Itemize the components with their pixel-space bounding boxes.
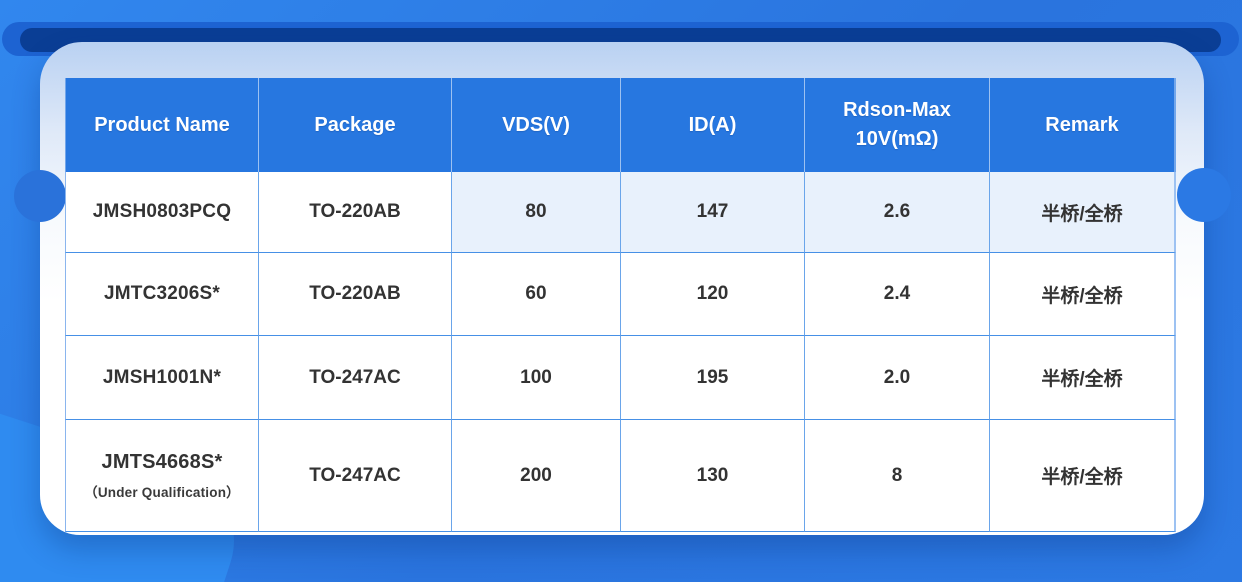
cell-id: 147	[621, 172, 805, 253]
cell-package: TO-220AB	[259, 253, 452, 336]
table-header-row: Product Name Package VDS(V) ID(A) Rdson-…	[65, 78, 1176, 172]
cell-remark: 半桥/全桥	[990, 172, 1176, 253]
cell-vds: 100	[452, 336, 621, 420]
table-row: JMTS4668S* （Under Qualification） TO-247A…	[65, 420, 1176, 532]
header-vds: VDS(V)	[452, 78, 621, 172]
product-name-text: JMTS4668S*	[101, 450, 223, 473]
cell-id: 120	[621, 253, 805, 336]
cell-remark: 半桥/全桥	[990, 336, 1176, 420]
cell-package: TO-247AC	[259, 420, 452, 532]
cell-package: TO-220AB	[259, 172, 452, 253]
product-spec-table: Product Name Package VDS(V) ID(A) Rdson-…	[65, 78, 1176, 532]
cell-vds: 200	[452, 420, 621, 532]
cell-product-name: JMTS4668S* （Under Qualification）	[65, 420, 259, 532]
cell-rdson: 2.6	[805, 172, 990, 253]
product-qualification-note: （Under Qualification）	[84, 484, 240, 500]
cell-product-name: JMSH1001N*	[65, 336, 259, 420]
header-rdson: Rdson-Max 10V(mΩ)	[805, 78, 990, 172]
header-id: ID(A)	[621, 78, 805, 172]
card-left-notch	[14, 170, 66, 222]
cell-vds: 80	[452, 172, 621, 253]
table-row: JMSH1001N* TO-247AC 100 195 2.0 半桥/全桥	[65, 336, 1176, 420]
card-right-notch	[1177, 168, 1231, 222]
cell-vds: 60	[452, 253, 621, 336]
table-row: JMSH0803PCQ TO-220AB 80 147 2.6 半桥/全桥	[65, 172, 1176, 253]
cell-rdson: 2.0	[805, 336, 990, 420]
table-row: JMTC3206S* TO-220AB 60 120 2.4 半桥/全桥	[65, 253, 1176, 336]
cell-id: 195	[621, 336, 805, 420]
cell-remark: 半桥/全桥	[990, 420, 1176, 532]
cell-rdson: 8	[805, 420, 990, 532]
cell-remark: 半桥/全桥	[990, 253, 1176, 336]
header-product-name: Product Name	[65, 78, 259, 172]
cell-id: 130	[621, 420, 805, 532]
header-package: Package	[259, 78, 452, 172]
header-remark: Remark	[990, 78, 1176, 172]
cell-package: TO-247AC	[259, 336, 452, 420]
cell-rdson: 2.4	[805, 253, 990, 336]
cell-product-name: JMTC3206S*	[65, 253, 259, 336]
table-body: JMSH0803PCQ TO-220AB 80 147 2.6 半桥/全桥 JM…	[65, 172, 1176, 532]
cell-product-name: JMSH0803PCQ	[65, 172, 259, 253]
